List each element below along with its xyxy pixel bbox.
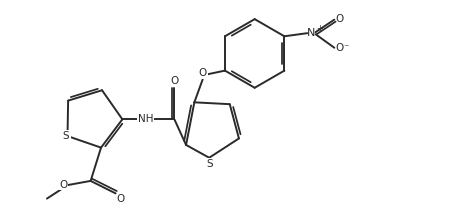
Text: S: S [206, 159, 213, 169]
Text: O: O [336, 14, 344, 24]
Text: O: O [59, 180, 67, 190]
Text: O: O [170, 76, 179, 86]
Text: +: + [316, 24, 323, 33]
Text: NH: NH [138, 114, 153, 124]
Text: N: N [307, 28, 316, 38]
Text: O: O [117, 194, 125, 204]
Text: ⁻: ⁻ [344, 43, 349, 53]
Text: S: S [62, 131, 69, 141]
Text: O: O [199, 68, 207, 78]
Text: O: O [336, 43, 344, 53]
